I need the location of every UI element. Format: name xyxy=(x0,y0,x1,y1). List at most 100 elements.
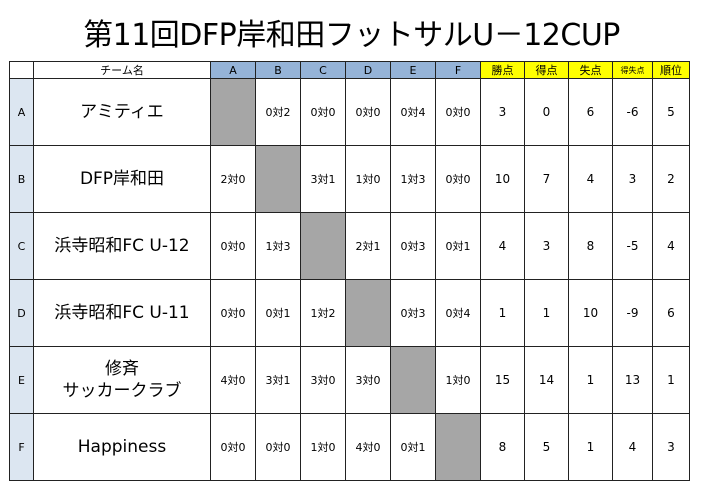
result-vs-f: 1対0 xyxy=(435,346,481,414)
team-header: チーム名 xyxy=(33,61,211,79)
goal-difference-cell: -9 xyxy=(612,279,653,347)
team-name-line2: サッカークラブ xyxy=(62,381,182,401)
goal-difference-cell: -5 xyxy=(612,212,653,280)
goals-for-cell: 14 xyxy=(524,346,569,414)
rank-header: 順位 xyxy=(652,61,690,79)
goals-for-cell: 0 xyxy=(524,78,569,146)
goal-difference-header: 得失点 xyxy=(612,61,653,79)
goals-for-cell: 5 xyxy=(524,413,569,481)
team-name-cell: 浜寺昭和FC U-11 xyxy=(33,279,211,347)
result-vs-b: 0対1 xyxy=(255,279,301,347)
team-name-cell: アミティエ xyxy=(33,78,211,146)
result-vs-a: 2対0 xyxy=(210,145,256,213)
page-title: 第11回DFP岸和田フットサルU－12CUP xyxy=(83,18,620,53)
result-vs-e: 0対4 xyxy=(390,78,436,146)
result-vs-c: 0対0 xyxy=(300,78,346,146)
result-vs-b: 0対0 xyxy=(255,413,301,481)
result-vs-c: 3対0 xyxy=(300,346,346,414)
row-label: B xyxy=(9,145,34,213)
rank-cell: 4 xyxy=(652,212,690,280)
team-name: 修斉 xyxy=(105,359,139,379)
goals-for-cell: 1 xyxy=(524,279,569,347)
result-vs-e: 1対3 xyxy=(390,145,436,213)
result-vs-e: 0対3 xyxy=(390,279,436,347)
result-vs-d: 2対1 xyxy=(345,212,391,280)
result-vs-b: 1対3 xyxy=(255,212,301,280)
result-vs-a: 0対0 xyxy=(210,279,256,347)
opponent-header-a: A xyxy=(210,61,256,79)
team-name: Happiness xyxy=(77,437,167,457)
result-vs-b: 0対2 xyxy=(255,78,301,146)
result-vs-f: 0対4 xyxy=(435,279,481,347)
points-cell: 1 xyxy=(480,279,525,347)
self-match-cell xyxy=(255,145,301,213)
result-vs-d: 1対0 xyxy=(345,145,391,213)
team-row-e: E 修斉 サッカークラブ 4対0 3対1 3対0 3対0 1対0 15 14 1 13 1 xyxy=(9,346,690,414)
points-cell: 10 xyxy=(480,145,525,213)
self-match-cell xyxy=(300,212,346,280)
opponent-header-d: D xyxy=(345,61,391,79)
goal-difference-cell: 4 xyxy=(612,413,653,481)
goal-difference-cell: -6 xyxy=(612,78,653,146)
goals-for-header: 得点 xyxy=(524,61,569,79)
goals-against-cell: 1 xyxy=(568,413,613,481)
result-vs-d: 0対0 xyxy=(345,78,391,146)
goals-against-cell: 6 xyxy=(568,78,613,146)
team-name: 浜寺昭和FC U-11 xyxy=(54,303,190,323)
goals-against-cell: 4 xyxy=(568,145,613,213)
self-match-cell xyxy=(210,78,256,146)
result-vs-d: 4対0 xyxy=(345,413,391,481)
opponent-header-c: C xyxy=(300,61,346,79)
standings-table: チーム名 A B C D E F 勝点 得点 失点 得失点 順位 A アミティエ 0… xyxy=(9,61,690,481)
goals-against-header: 失点 xyxy=(568,61,613,79)
goals-against-cell: 1 xyxy=(568,346,613,414)
result-vs-f: 0対1 xyxy=(435,212,481,280)
row-label: E xyxy=(9,346,34,414)
points-cell: 4 xyxy=(480,212,525,280)
row-label: F xyxy=(9,413,34,481)
team-name: 浜寺昭和FC U-12 xyxy=(54,236,190,256)
team-row-b: B DFP岸和田 2対0 3対1 1対0 1対3 0対0 10 7 4 3 2 xyxy=(9,145,690,213)
points-header: 勝点 xyxy=(480,61,525,79)
goal-difference-cell: 13 xyxy=(612,346,653,414)
result-vs-c: 1対2 xyxy=(300,279,346,347)
result-vs-a: 4対0 xyxy=(210,346,256,414)
team-name-cell: DFP岸和田 xyxy=(33,145,211,213)
team-name: アミティエ xyxy=(80,102,164,122)
result-vs-e: 0対1 xyxy=(390,413,436,481)
result-vs-f: 0対0 xyxy=(435,145,481,213)
self-match-cell xyxy=(435,413,481,481)
team-name: DFP岸和田 xyxy=(79,169,165,189)
row-label: A xyxy=(9,78,34,146)
team-row-c: C 浜寺昭和FC U-12 0対0 1対3 2対1 0対3 0対1 4 3 8 -5 4 xyxy=(9,212,690,280)
team-row-f: F Happiness 0対0 0対0 1対0 4対0 0対1 8 5 1 4 3 xyxy=(9,413,690,481)
points-cell: 3 xyxy=(480,78,525,146)
team-row-d: D 浜寺昭和FC U-11 0対0 0対1 1対2 0対3 0対4 1 1 10 -9 6 xyxy=(9,279,690,347)
row-label: C xyxy=(9,212,34,280)
goals-for-cell: 3 xyxy=(524,212,569,280)
result-vs-a: 0対0 xyxy=(210,212,256,280)
rank-cell: 5 xyxy=(652,78,690,146)
result-vs-d: 3対0 xyxy=(345,346,391,414)
team-name-cell: Happiness xyxy=(33,413,211,481)
opponent-header-f: F xyxy=(435,61,481,79)
goals-against-cell: 8 xyxy=(568,212,613,280)
goals-for-cell: 7 xyxy=(524,145,569,213)
rank-cell: 1 xyxy=(652,346,690,414)
goal-difference-cell: 3 xyxy=(612,145,653,213)
team-name-cell: 修斉 サッカークラブ xyxy=(33,346,211,414)
team-row-a: A アミティエ 0対2 0対0 0対0 0対4 0対0 3 0 6 -6 5 xyxy=(9,78,690,146)
goals-against-cell: 10 xyxy=(568,279,613,347)
result-vs-f: 0対0 xyxy=(435,78,481,146)
opponent-header-e: E xyxy=(390,61,436,79)
points-cell: 8 xyxy=(480,413,525,481)
corner-cell xyxy=(9,61,34,79)
self-match-cell xyxy=(390,346,436,414)
result-vs-c: 1対0 xyxy=(300,413,346,481)
result-vs-c: 3対1 xyxy=(300,145,346,213)
header-row: チーム名 A B C D E F 勝点 得点 失点 得失点 順位 xyxy=(9,61,690,79)
rank-cell: 3 xyxy=(652,413,690,481)
rank-cell: 2 xyxy=(652,145,690,213)
team-name-cell: 浜寺昭和FC U-12 xyxy=(33,212,211,280)
opponent-header-b: B xyxy=(255,61,301,79)
